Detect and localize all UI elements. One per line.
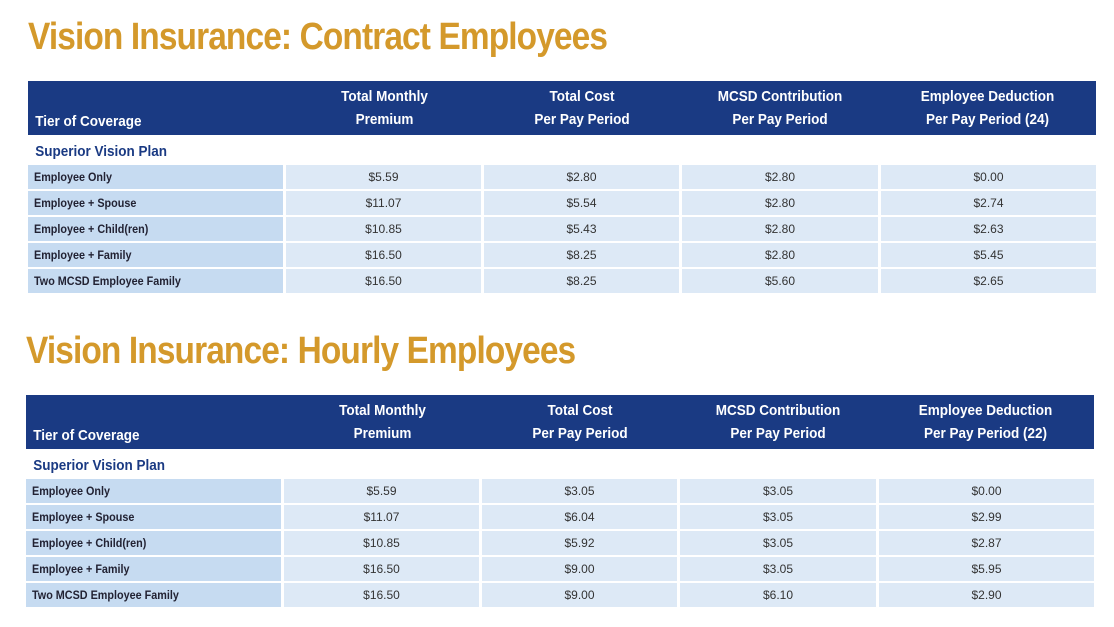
total-cost-cell: $5.92: [482, 531, 677, 557]
total-cost-cell: $5.43: [484, 217, 679, 243]
employee-deduction-cell: $0.00: [879, 479, 1094, 505]
employee-deduction-cell: $5.95: [879, 557, 1094, 583]
table-header: Tier of Coverage Total Monthly Premium To…: [26, 395, 1094, 449]
employee-deduction-cell: $0.00: [881, 165, 1096, 191]
total-cost-cell: $6.04: [482, 505, 677, 531]
table-row: Employee + Spouse $11.07 $6.04 $3.05 $2.…: [26, 505, 1094, 531]
tier-cell: Employee + Spouse: [26, 505, 281, 531]
plan-name: Superior Vision Plan: [35, 143, 167, 160]
employee-deduction-cell: $2.74: [881, 191, 1096, 217]
tier-cell: Employee + Child(ren): [28, 217, 283, 243]
tier-cell: Two MCSD Employee Family: [28, 269, 283, 295]
employee-deduction-cell: $2.87: [879, 531, 1094, 557]
tier-cell: Employee + Family: [26, 557, 281, 583]
table-row: Employee + Family $16.50 $8.25 $2.80 $5.…: [28, 243, 1096, 269]
monthly-premium-cell: $16.50: [284, 557, 479, 583]
monthly-premium-cell: $16.50: [286, 269, 481, 295]
mcsd-contribution-cell: $6.10: [680, 583, 876, 609]
header-monthly-premium: Total Monthly Premium: [339, 402, 426, 442]
employee-deduction-cell: $2.65: [881, 269, 1096, 295]
monthly-premium-cell: $5.59: [286, 165, 481, 191]
header-total-cost: Total Cost Per Pay Period: [534, 88, 630, 128]
mcsd-contribution-cell: $2.80: [682, 165, 878, 191]
mcsd-contribution-cell: $2.80: [682, 217, 878, 243]
monthly-premium-cell: $11.07: [286, 191, 481, 217]
total-cost-cell: $8.25: [484, 243, 679, 269]
employee-deduction-cell: $2.99: [879, 505, 1094, 531]
table-row: Employee + Child(ren) $10.85 $5.92 $3.05…: [26, 531, 1094, 557]
tier-cell: Employee + Spouse: [28, 191, 283, 217]
tier-cell: Employee + Family: [28, 243, 283, 269]
header-tier: Tier of Coverage: [35, 113, 142, 130]
header-employee-deduction: Employee Deduction Per Pay Period (22): [918, 402, 1053, 442]
total-cost-cell: $9.00: [482, 557, 677, 583]
contract-employees-section: Vision Insurance: Contract Employees Tie…: [28, 14, 1096, 295]
table-row: Employee Only $5.59 $2.80 $2.80 $0.00: [28, 165, 1096, 191]
header-mcsd-contribution: MCSD Contribution Per Pay Period: [715, 402, 841, 442]
total-cost-cell: $9.00: [482, 583, 677, 609]
table-row: Employee + Family $16.50 $9.00 $3.05 $5.…: [26, 557, 1094, 583]
header-monthly-premium: Total Monthly Premium: [341, 88, 428, 128]
monthly-premium-cell: $10.85: [286, 217, 481, 243]
section-title: Vision Insurance: Contract Employees: [28, 16, 608, 58]
mcsd-contribution-cell: $2.80: [682, 243, 878, 269]
hourly-employees-section: Vision Insurance: Hourly Employees Tier …: [26, 328, 1094, 609]
mcsd-contribution-cell: $5.60: [682, 269, 878, 295]
employee-deduction-cell: $2.90: [879, 583, 1094, 609]
mcsd-contribution-cell: $3.05: [680, 505, 876, 531]
table-row: Two MCSD Employee Family $16.50 $9.00 $6…: [26, 583, 1094, 609]
monthly-premium-cell: $5.59: [284, 479, 479, 505]
tier-cell: Employee Only: [26, 479, 281, 505]
tier-cell: Employee + Child(ren): [26, 531, 281, 557]
tier-cell: Two MCSD Employee Family: [26, 583, 281, 609]
monthly-premium-cell: $10.85: [284, 531, 479, 557]
header-employee-deduction: Employee Deduction Per Pay Period (24): [920, 88, 1055, 128]
monthly-premium-cell: $16.50: [284, 583, 479, 609]
tier-cell: Employee Only: [28, 165, 283, 191]
employee-deduction-cell: $5.45: [881, 243, 1096, 269]
total-cost-cell: $3.05: [482, 479, 677, 505]
header-total-cost: Total Cost Per Pay Period: [532, 402, 628, 442]
monthly-premium-cell: $11.07: [284, 505, 479, 531]
table-row: Employee + Child(ren) $10.85 $5.43 $2.80…: [28, 217, 1096, 243]
mcsd-contribution-cell: $3.05: [680, 531, 876, 557]
table-row: Two MCSD Employee Family $16.50 $8.25 $5…: [28, 269, 1096, 295]
mcsd-contribution-cell: $2.80: [682, 191, 878, 217]
total-cost-cell: $2.80: [484, 165, 679, 191]
table-row: Employee Only $5.59 $3.05 $3.05 $0.00: [26, 479, 1094, 505]
monthly-premium-cell: $16.50: [286, 243, 481, 269]
mcsd-contribution-cell: $3.05: [680, 479, 876, 505]
header-tier: Tier of Coverage: [33, 427, 140, 444]
header-mcsd-contribution: MCSD Contribution Per Pay Period: [717, 88, 843, 128]
plan-name: Superior Vision Plan: [33, 457, 165, 474]
section-title: Vision Insurance: Hourly Employees: [26, 330, 576, 372]
total-cost-cell: $5.54: [484, 191, 679, 217]
mcsd-contribution-cell: $3.05: [680, 557, 876, 583]
table-header: Tier of Coverage Total Monthly Premium To…: [28, 81, 1096, 135]
table-row: Employee + Spouse $11.07 $5.54 $2.80 $2.…: [28, 191, 1096, 217]
total-cost-cell: $8.25: [484, 269, 679, 295]
employee-deduction-cell: $2.63: [881, 217, 1096, 243]
